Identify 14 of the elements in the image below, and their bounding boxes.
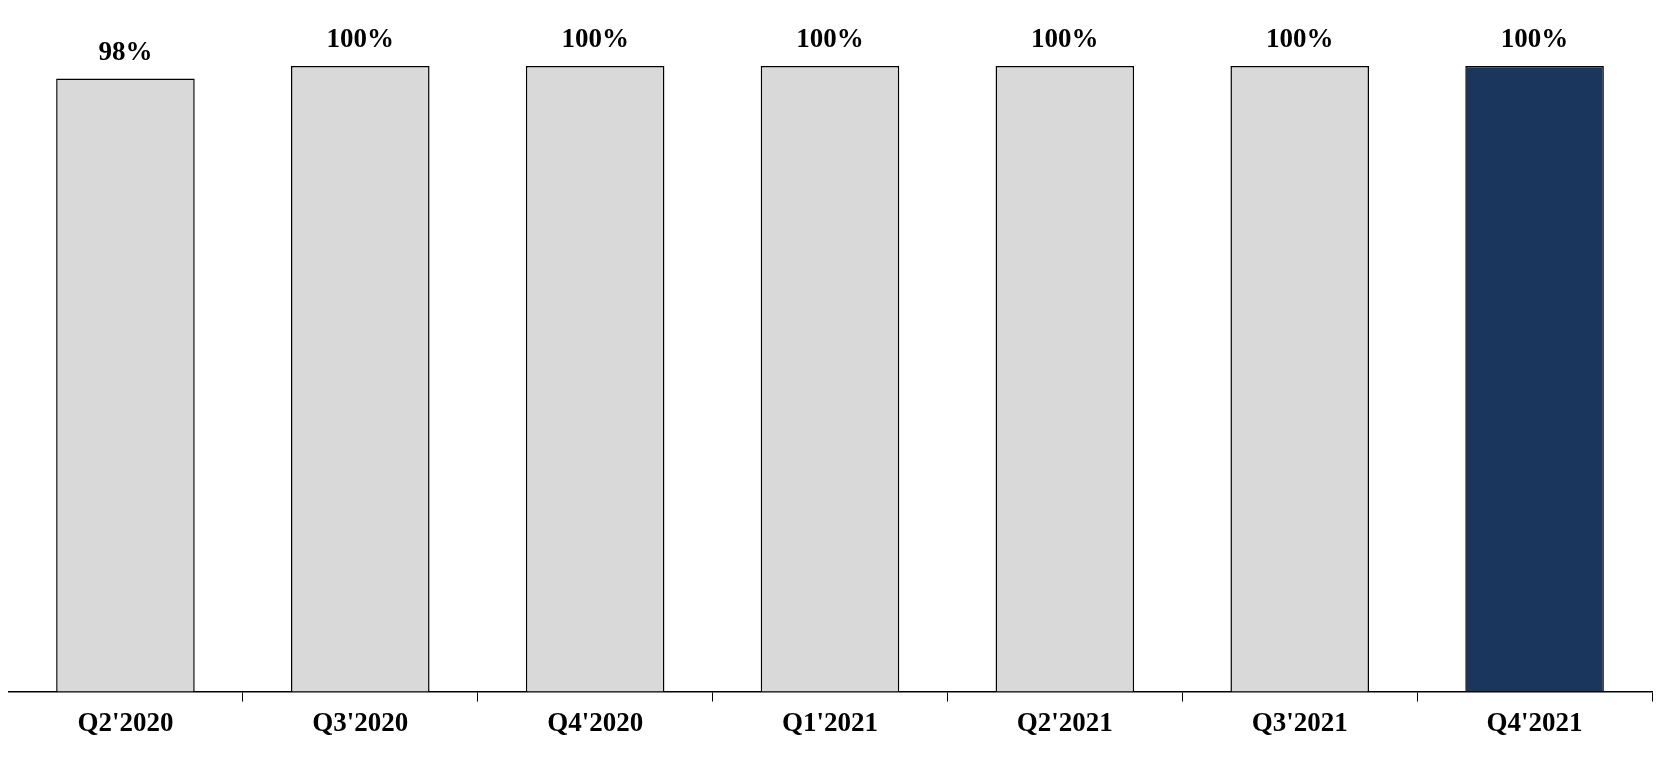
x-tick-label: Q4'2020	[547, 706, 644, 737]
data-label: 100%	[796, 23, 864, 54]
data-label: 100%	[561, 23, 629, 54]
x-tick-label: Q2'2021	[1016, 706, 1113, 737]
x-tick-label: Q2'2020	[77, 706, 174, 737]
data-label: 100%	[326, 23, 395, 54]
data-label: 98%	[98, 35, 153, 66]
data-label: 100%	[1265, 23, 1334, 54]
x-tick-label: Q3'2021	[1251, 706, 1348, 737]
x-tick-label: Q4'2021	[1486, 706, 1583, 737]
data-label: 100%	[1031, 23, 1099, 54]
x-tick-label: Q1'2021	[781, 706, 879, 737]
data-label: 100%	[1500, 23, 1569, 54]
x-tick-label: Q3'2020	[312, 706, 409, 737]
